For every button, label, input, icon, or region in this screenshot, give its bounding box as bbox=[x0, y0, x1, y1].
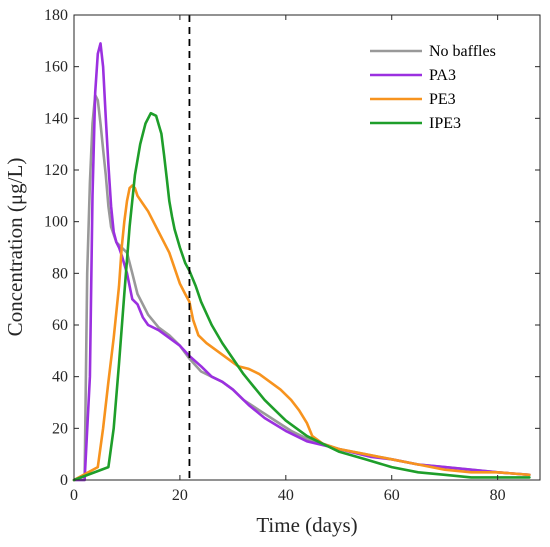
y-tick-label: 40 bbox=[52, 369, 68, 386]
legend-label: No baffles bbox=[429, 43, 496, 60]
x-axis-title: Time (days) bbox=[256, 513, 357, 537]
legend-label: PA3 bbox=[429, 67, 456, 84]
plot-frame bbox=[73, 14, 541, 481]
y-axis-title: Concentration (μg/L) bbox=[3, 158, 27, 337]
y-tick-label: 100 bbox=[44, 214, 68, 231]
y-tick-label: 180 bbox=[44, 7, 68, 24]
y-tick-label: 20 bbox=[52, 420, 68, 437]
y-tick-label: 60 bbox=[52, 317, 68, 334]
legend-label: IPE3 bbox=[429, 115, 461, 132]
x-tick-label: 20 bbox=[172, 487, 188, 504]
x-tick-label: 80 bbox=[490, 487, 506, 504]
x-tick-label: 60 bbox=[384, 487, 400, 504]
y-tick-label: 0 bbox=[60, 472, 68, 489]
y-tick-label: 160 bbox=[44, 59, 68, 76]
series-layer bbox=[72, 42, 531, 482]
y-tick-label: 80 bbox=[52, 265, 68, 282]
plot-background bbox=[74, 15, 540, 480]
y-tick-label: 120 bbox=[44, 162, 68, 179]
x-tick-label: 40 bbox=[278, 487, 294, 504]
series-line-ipe3 bbox=[72, 111, 531, 482]
x-tick-label: 0 bbox=[70, 487, 78, 504]
y-tick-label: 140 bbox=[44, 110, 68, 127]
legend-label: PE3 bbox=[429, 91, 456, 108]
axis-ticks: 0 20 40 60 80 0 20 40 60 80 100 120 140 160 180 bbox=[44, 7, 540, 504]
legend: No baffles PA3 PE3 IPE3 bbox=[370, 43, 496, 132]
